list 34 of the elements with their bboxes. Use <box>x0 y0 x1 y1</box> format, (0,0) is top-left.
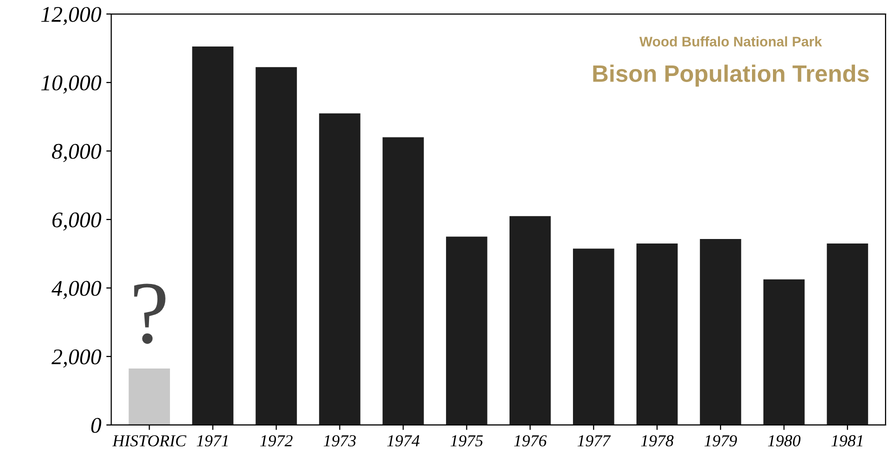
y-tick-label: 2,000 <box>52 349 102 368</box>
x-tick-label: 1972 <box>260 435 293 446</box>
x-tick-label: 1978 <box>640 435 674 446</box>
y-tick-label: 0 <box>91 418 102 433</box>
bar <box>446 236 488 425</box>
bar <box>128 368 170 425</box>
bar <box>636 243 678 425</box>
bar <box>510 216 551 425</box>
bar <box>192 46 234 425</box>
bar <box>700 239 742 425</box>
x-tick-label: 1977 <box>578 435 611 446</box>
x-tick-label: 1971 <box>196 435 228 446</box>
y-tick-label: 8,000 <box>52 144 102 162</box>
bar <box>826 243 868 425</box>
x-tick-label: 1980 <box>768 435 800 446</box>
bar <box>256 67 297 425</box>
y-tick-label: 6,000 <box>52 212 102 231</box>
y-tick-label: 12,000 <box>41 6 102 26</box>
x-tick-label: 1973 <box>324 435 356 446</box>
x-tick-label: 1976 <box>514 435 547 446</box>
text: Wood Buffalo National Park <box>639 36 822 47</box>
bar <box>572 248 614 425</box>
x-tick-label: 1975 <box>450 435 483 446</box>
y-tick-label: 10,000 <box>41 75 102 94</box>
x-tick-label: 1979 <box>704 435 737 446</box>
y-tick-label: 4,000 <box>52 280 102 300</box>
x-tick-label: HISTORIC <box>112 435 186 446</box>
x-tick-label: 1974 <box>387 435 420 446</box>
text: Bison Population Trends <box>593 64 869 87</box>
bar <box>319 113 360 425</box>
bar <box>763 279 805 425</box>
annotation: ? <box>134 284 166 344</box>
bar <box>382 137 424 425</box>
x-tick-label: 1981 <box>831 435 862 446</box>
